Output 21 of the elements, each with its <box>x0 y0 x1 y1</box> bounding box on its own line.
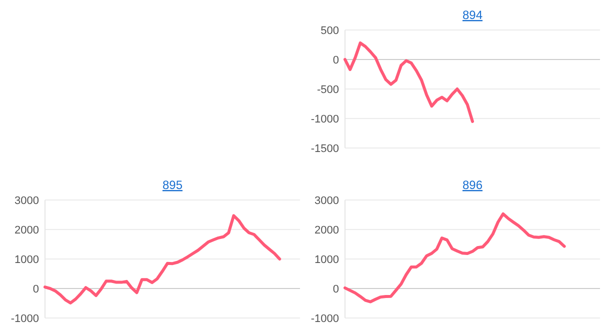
line-series <box>344 212 566 304</box>
y-tick-label: 3000 <box>314 194 339 207</box>
y-tick-label: 500 <box>320 24 339 37</box>
chart-title: 896 <box>462 178 483 192</box>
chart-title: 894 <box>462 8 483 22</box>
y-tick-label: -1000 <box>310 113 339 126</box>
y-tick-label: 2000 <box>314 224 339 236</box>
y-tick-label: 0 <box>332 283 339 296</box>
y-tick-label: 0 <box>332 54 339 66</box>
y-tick-label: -1000 <box>310 312 339 325</box>
y-tick-label: 0 <box>32 283 39 296</box>
y-tick-label: -1500 <box>310 142 339 155</box>
y-tick-label: 3000 <box>14 194 39 207</box>
y-tick-label: -500 <box>316 84 339 96</box>
y-tick-label: 2000 <box>14 224 39 236</box>
line-series <box>44 214 282 304</box>
chart-title: 895 <box>162 178 183 192</box>
y-tick-label: 1000 <box>314 254 339 266</box>
y-tick-label: -1000 <box>10 312 39 325</box>
line-series <box>344 41 474 123</box>
y-tick-label: 1000 <box>14 254 39 266</box>
